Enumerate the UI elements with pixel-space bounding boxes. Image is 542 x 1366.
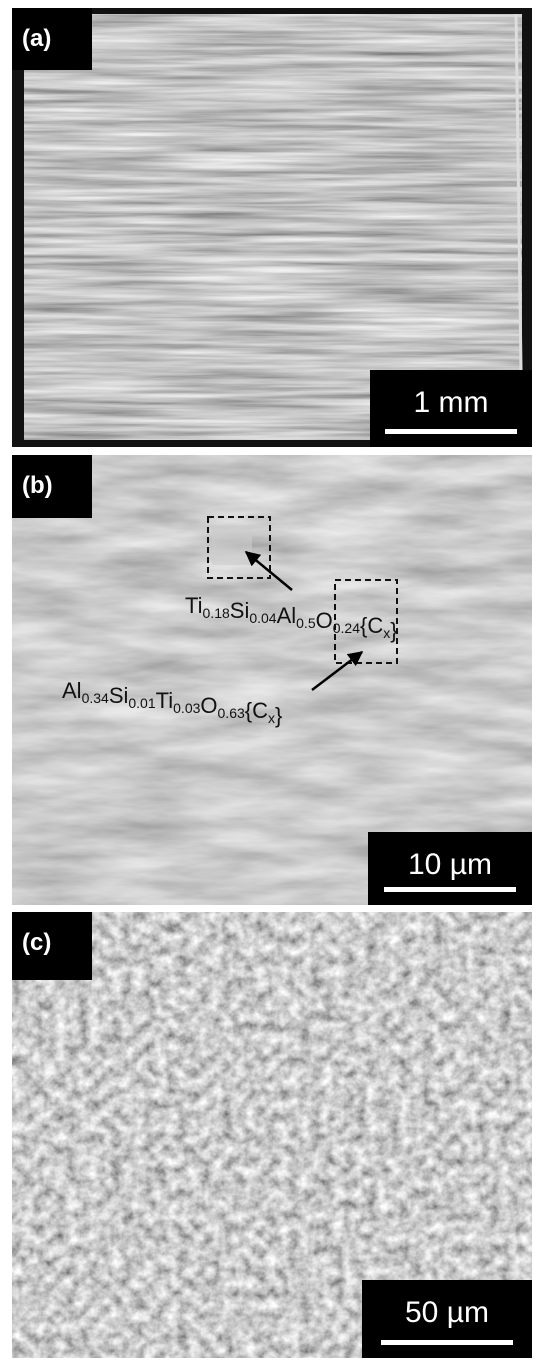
element: {C [360, 613, 383, 638]
element: {C [245, 698, 268, 723]
panel-label: (a) [22, 25, 51, 52]
element: Al [62, 678, 82, 703]
suffix: } [275, 703, 282, 728]
suffix: } [390, 618, 397, 643]
subscript: 0.5 [296, 615, 316, 631]
element: O [316, 608, 333, 633]
subscript: 0.34 [82, 690, 109, 706]
element: Al [277, 603, 297, 628]
element: O [200, 693, 217, 718]
subscript: 0.04 [249, 610, 276, 626]
panel-label: (b) [22, 472, 53, 499]
subscript: 0.24 [333, 620, 360, 636]
element: Ti [156, 688, 174, 713]
scale-bar [384, 887, 516, 892]
subscript: x [383, 625, 390, 641]
subscript: 0.01 [128, 695, 155, 711]
element: Si [230, 598, 250, 623]
panel-label: (c) [22, 929, 51, 956]
element: Ti [185, 593, 203, 618]
figure: (a)1 mm(b)10 µmTi0.18Si0.04Al0.5O0.24{Cx… [0, 0, 542, 1366]
scale-bar-label: 1 mm [414, 386, 489, 419]
scale-bar [385, 429, 517, 434]
scale-bar-label: 10 µm [408, 848, 492, 881]
scale-bar-label: 50 µm [405, 1296, 489, 1329]
subscript: 0.18 [203, 605, 230, 621]
element: Si [109, 683, 129, 708]
page: (a)1 mm(b)10 µmTi0.18Si0.04Al0.5O0.24{Cx… [0, 0, 542, 1366]
scale-bar [381, 1340, 513, 1345]
subscript: x [268, 710, 275, 726]
bright-spot [212, 525, 252, 565]
subscript: 0.63 [218, 705, 245, 721]
subscript: 0.03 [173, 700, 200, 716]
